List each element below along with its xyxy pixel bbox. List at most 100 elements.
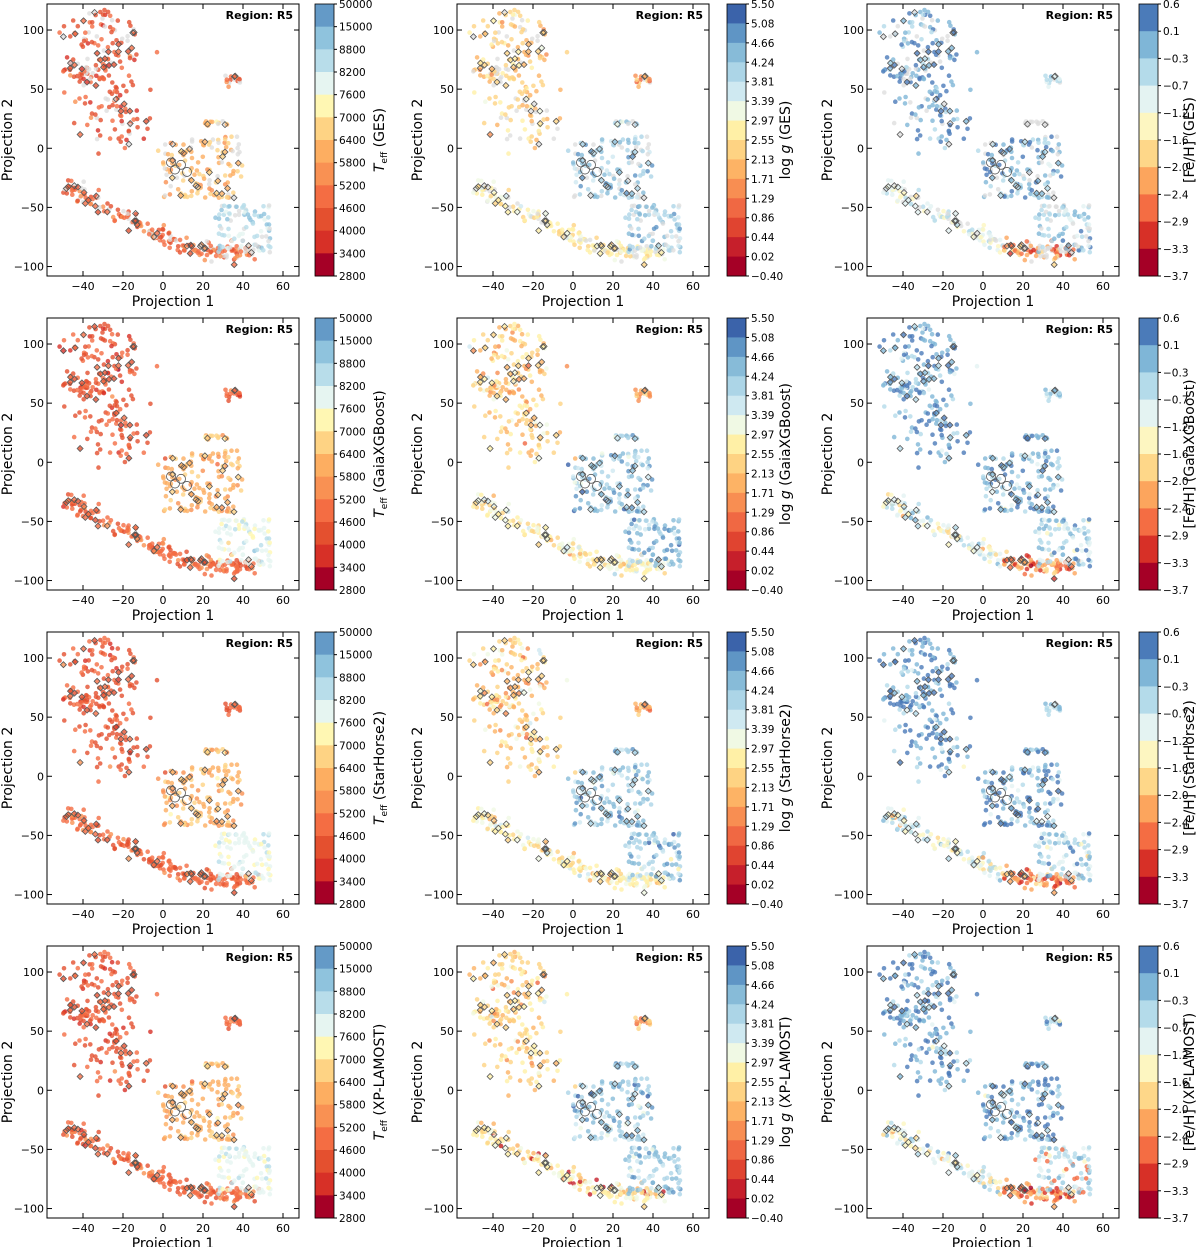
data-point <box>668 213 674 219</box>
data-point <box>610 468 616 474</box>
colorbar-tick-label: 7600 <box>339 404 366 416</box>
data-point <box>1051 504 1056 510</box>
data-point <box>1058 249 1064 254</box>
data-point <box>88 115 94 120</box>
data-point <box>927 327 933 333</box>
data-point <box>980 474 986 479</box>
data-point <box>961 229 967 234</box>
data-point <box>204 239 210 244</box>
x-axis-label: Projection 1 <box>542 608 625 624</box>
data-point <box>506 509 511 514</box>
data-point <box>881 69 886 74</box>
data-point <box>154 363 160 369</box>
data-point <box>237 76 242 82</box>
data-point <box>978 549 983 554</box>
data-point <box>965 535 970 540</box>
data-point <box>158 235 163 240</box>
data-point <box>96 151 101 156</box>
data-point <box>572 166 578 171</box>
data-point <box>62 90 67 95</box>
data-point <box>520 80 525 85</box>
y-tick-label: −100 <box>834 261 864 274</box>
data-point <box>77 393 82 398</box>
data-point <box>107 450 113 455</box>
data-point <box>532 459 538 465</box>
data-point <box>599 137 605 142</box>
data-point <box>219 159 225 165</box>
data-point <box>520 432 525 438</box>
data-point <box>493 30 498 35</box>
data-point <box>61 24 67 29</box>
data-point <box>532 145 538 151</box>
data-point <box>184 549 189 555</box>
data-point <box>945 347 950 353</box>
data-point <box>625 147 630 153</box>
data-point <box>980 160 986 165</box>
data-point <box>122 459 128 465</box>
data-point <box>510 12 516 17</box>
x-tick-label: 0 <box>160 594 167 607</box>
data-point <box>1037 526 1042 531</box>
data-point <box>644 448 650 454</box>
data-point <box>231 190 236 195</box>
x-tick-label: 20 <box>606 594 620 607</box>
data-point <box>1049 448 1054 454</box>
data-point <box>640 171 646 176</box>
data-point <box>599 507 604 513</box>
data-point <box>261 562 266 567</box>
data-point <box>125 525 130 530</box>
data-point <box>112 127 118 132</box>
data-point <box>197 171 202 177</box>
data-point <box>1000 178 1006 183</box>
data-point <box>478 34 483 39</box>
data-point <box>890 332 896 337</box>
data-point <box>1024 239 1030 244</box>
data-point <box>1029 573 1034 578</box>
data-point <box>114 417 120 423</box>
data-point <box>110 416 115 422</box>
data-point <box>1055 483 1060 488</box>
data-point <box>209 502 215 507</box>
data-point <box>1070 535 1076 540</box>
data-point <box>121 101 127 107</box>
data-point <box>175 187 181 192</box>
data-point <box>1027 453 1033 459</box>
colorbar-bin <box>727 531 746 552</box>
data-point <box>100 326 106 331</box>
data-point <box>1086 203 1092 208</box>
data-point <box>945 211 950 216</box>
data-point <box>1046 454 1051 460</box>
data-point <box>166 545 171 550</box>
data-point <box>903 344 908 350</box>
data-point <box>189 137 195 142</box>
data-point <box>650 238 656 243</box>
data-point <box>510 16 515 21</box>
data-point <box>941 83 946 89</box>
data-point <box>70 506 75 512</box>
data-point <box>57 344 62 349</box>
data-point <box>924 108 929 113</box>
data-point <box>939 350 945 356</box>
data-point <box>498 429 504 435</box>
colorbar-tick-label: 4600 <box>339 203 366 215</box>
colorbar-tick-label: 5.08 <box>751 18 774 30</box>
data-point <box>614 239 620 244</box>
data-point <box>1001 456 1006 461</box>
x-tick-label: 40 <box>236 594 250 607</box>
colorbar-tick-label: 4.66 <box>751 38 775 50</box>
data-point <box>662 212 667 218</box>
colorbar-tick-label: 8800 <box>339 358 366 370</box>
data-point <box>572 142 578 147</box>
data-point <box>235 466 241 471</box>
data-point <box>612 257 618 263</box>
data-point <box>492 415 498 420</box>
data-point <box>101 76 107 82</box>
data-point <box>631 517 637 523</box>
data-point <box>1039 473 1045 479</box>
data-point <box>85 436 90 442</box>
data-point <box>61 383 66 388</box>
colorbar-logg: 5.505.084.664.243.813.392.972.552.131.71… <box>726 0 794 283</box>
data-point <box>118 104 124 109</box>
data-point <box>676 215 681 220</box>
